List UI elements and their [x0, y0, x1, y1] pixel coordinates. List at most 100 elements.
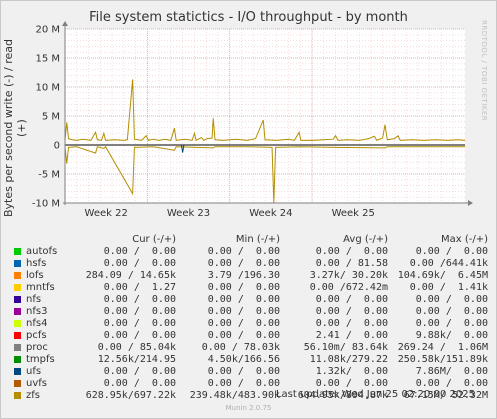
legend-value-avg: 604.95k/894.87k: [297, 390, 388, 401]
legend-value-avg: 3.27k/ 30.20k: [309, 270, 388, 281]
x-tick-label-3: Week 25: [332, 208, 375, 219]
legend-value-min: 4.50k/166.56: [207, 354, 280, 365]
legend-name: uvfs: [26, 378, 47, 389]
legend-swatch-uvfs: [14, 380, 21, 387]
legend-value-cur: 12.56k/214.95: [97, 354, 176, 365]
legend-value-avg: 0.00 / 0.00: [315, 294, 388, 305]
legend-value-max: 0.00 / 0.00: [415, 246, 488, 257]
legend-row-nfs: nfs 0.00 / 0.00 0.00 / 0.00 0.00 / 0.00 0.00…: [10, 294, 490, 306]
rrdtool-watermark: RRDTOOL / TOBI OETIKER: [480, 20, 488, 122]
legend-value-cur: 628.95k/697.22k: [85, 390, 176, 401]
legend-value-cur: 0.00 / 0.00: [103, 318, 176, 329]
last-update-text: Last update: Wed Jun 25 02:20:00 2025: [275, 389, 475, 400]
legend-name: lofs: [26, 270, 44, 281]
series-ufs-write: [180, 145, 185, 153]
series-zfs-write: [64, 145, 465, 204]
legend-name: mntfs: [26, 282, 55, 293]
legend-value-min: 0.00 / 0.00: [207, 282, 280, 293]
legend-row-tmpfs: tmpfs 12.56k/214.95 4.50k/166.56 11.08k/279…: [10, 354, 490, 366]
legend-value-avg: 11.08k/279.22: [309, 354, 388, 365]
legend-value-max: 0.00 / 1.41k: [409, 282, 488, 293]
legend-value-min: 239.48k/483.90k: [189, 390, 280, 401]
legend-value-min: 0.00 / 0.00: [207, 366, 280, 377]
legend-header-avg: Avg (-/+): [343, 234, 388, 245]
legend-row-lofs: lofs 284.09 / 14.65k 3.79 /196.30 3.27k/ 30…: [10, 270, 490, 282]
legend-value-max: 67.15M/ 52.32M: [403, 390, 488, 401]
legend-value-min: 0.00 / 0.00: [207, 318, 280, 329]
legend-name: nfs3: [26, 306, 48, 317]
legend-header-min: Min (-/+): [235, 234, 280, 245]
x-tick-label-1: Week 23: [167, 208, 210, 219]
legend-row-proc: proc 0.00 / 85.04k 0.00 / 78.03k 56.10m/ 83…: [10, 342, 490, 354]
legend-value-avg: 0.00 / 81.58: [315, 258, 388, 269]
legend-value-avg: 0.00 / 0.00: [315, 246, 388, 257]
legend-swatch-tmpfs: [14, 356, 21, 363]
legend-value-min: 0.00 / 0.00: [207, 294, 280, 305]
x-tick-label-2: Week 24: [249, 208, 292, 219]
legend-swatch-nfs4: [14, 320, 21, 327]
legend-value-cur: 0.00 / 1.27: [103, 282, 176, 293]
legend-swatch-ufs: [14, 368, 21, 375]
legend-value-avg: 56.10m/ 83.64k: [303, 342, 388, 353]
legend-value-max: 7.86M/ 0.00: [415, 366, 488, 377]
legend-value-avg: 0.00 /672.42m: [309, 282, 388, 293]
y-axis-arrow: [62, 21, 68, 26]
legend-value-cur: 284.09 / 14.65k: [85, 270, 176, 281]
legend-value-cur: 0.00 / 0.00: [103, 378, 176, 389]
x-tick-label-0: Week 22: [85, 208, 128, 219]
legend-value-avg: 1.32k/ 0.00: [315, 366, 388, 377]
legend-row-autofs: autofs 0.00 / 0.00 0.00 / 0.00 0.00 / 0.00 0…: [10, 246, 490, 258]
x-axis-arrow: [468, 200, 473, 206]
legend-value-min: 0.00 / 0.00: [207, 330, 280, 341]
y-tick-label-0: -10 M: [32, 199, 60, 210]
legend-value-max: 0.00 / 0.00: [415, 318, 488, 329]
legend-value-cur: 0.00 / 0.00: [103, 246, 176, 257]
legend-value-min: 0.00 / 78.03k: [201, 342, 280, 353]
legend-value-min: 3.79 /196.30: [207, 270, 280, 281]
legend-swatch-mntfs: [14, 284, 21, 291]
y-tick-label-6: 20 M: [35, 25, 60, 36]
legend-value-min: 0.00 / 0.00: [207, 378, 280, 389]
legend-name: zfs: [26, 390, 40, 401]
legend-header-max: Max (-/+): [440, 234, 488, 245]
legend-value-max: 250.58k/151.89k: [397, 354, 488, 365]
legend-swatch-hsfs: [14, 260, 21, 267]
legend-swatch-proc: [14, 344, 21, 351]
legend-value-max: 269.24 / 1.06M: [397, 342, 488, 353]
legend-value-avg: 0.00 / 0.00: [315, 318, 388, 329]
legend-value-avg: 2.41 / 0.00: [315, 330, 388, 341]
y-tick-label-1: -5 M: [38, 170, 60, 181]
legend-value-cur: 0.00 / 0.00: [103, 306, 176, 317]
legend-name: hsfs: [26, 258, 47, 269]
legend-value-cur: 0.00 / 0.00: [103, 258, 176, 269]
series-zfs-read: [64, 79, 466, 142]
legend-header-cur: Cur (-/+): [132, 234, 176, 245]
legend-row-pcfs: pcfs 0.00 / 0.00 0.00 / 0.00 2.41 / 0.00 9.8…: [10, 330, 490, 342]
legend-swatch-zfs: [14, 392, 21, 399]
legend-value-cur: 0.00 / 0.00: [103, 294, 176, 305]
chart-title: File system statictics - I/O throughput …: [89, 10, 408, 25]
legend-value-cur: 0.00 / 0.00: [103, 366, 176, 377]
y-tick-label-3: 5 M: [42, 112, 60, 123]
y-tick-label-5: 15 M: [35, 54, 60, 65]
legend-name: ufs: [26, 366, 42, 377]
legend-name: nfs: [26, 294, 42, 305]
legend-value-max: 104.69k/ 6.45M: [397, 270, 488, 281]
legend-value-max: 9.88k/ 0.00: [415, 330, 488, 341]
series-layer: [64, 79, 466, 204]
legend-row-mntfs: mntfs 0.00 / 1.27 0.00 / 0.00 0.00 /672.42m…: [10, 282, 490, 294]
legend-swatch-pcfs: [14, 332, 21, 339]
legend-swatch-lofs: [14, 272, 21, 279]
legend-header-row: Cur (-/+) Min (-/+) Avg (-/+) Max (-/+): [10, 233, 490, 246]
legend-value-avg: 0.00 / 0.00: [315, 378, 388, 389]
munin-version: Munin 2.0.75: [225, 404, 272, 412]
legend-row-ufs: ufs 0.00 / 0.00 0.00 / 0.00 1.32k/ 0.00 7.86…: [10, 366, 490, 378]
legend-row-zfs: zfs 628.95k/697.22k 239.48k/483.90k 604.95k…: [10, 390, 490, 402]
legend-name: tmpfs: [26, 354, 55, 365]
legend-row-uvfs: uvfs 0.00 / 0.00 0.00 / 0.00 0.00 / 0.00 0.0…: [10, 378, 490, 390]
legend-row-nfs3: nfs3 0.00 / 0.00 0.00 / 0.00 0.00 / 0.00 0.0…: [10, 306, 490, 318]
legend-value-max: 0.00 /644.41k: [409, 258, 488, 269]
legend-value-min: 0.00 / 0.00: [207, 246, 280, 257]
legend-value-avg: 0.00 / 0.00: [315, 306, 388, 317]
legend-value-min: 0.00 / 0.00: [207, 306, 280, 317]
